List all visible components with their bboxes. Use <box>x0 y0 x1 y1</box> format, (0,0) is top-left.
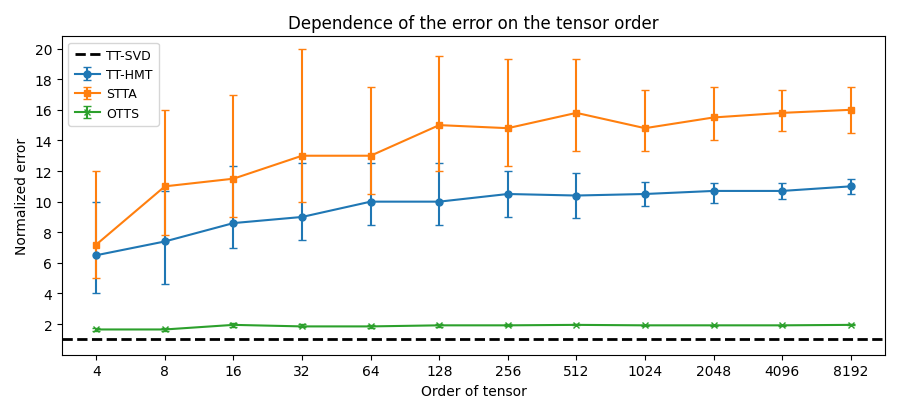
Legend: TT-SVD, TT-HMT, STTA, OTTS: TT-SVD, TT-HMT, STTA, OTTS <box>68 43 158 126</box>
X-axis label: Order of tensor: Order of tensor <box>420 384 526 398</box>
TT-SVD <box>91 337 102 342</box>
Y-axis label: Normalized error: Normalized error <box>15 138 29 254</box>
Title: Dependence of the error on the tensor order: Dependence of the error on the tensor or… <box>288 15 659 33</box>
TT-SVD <box>159 337 170 342</box>
